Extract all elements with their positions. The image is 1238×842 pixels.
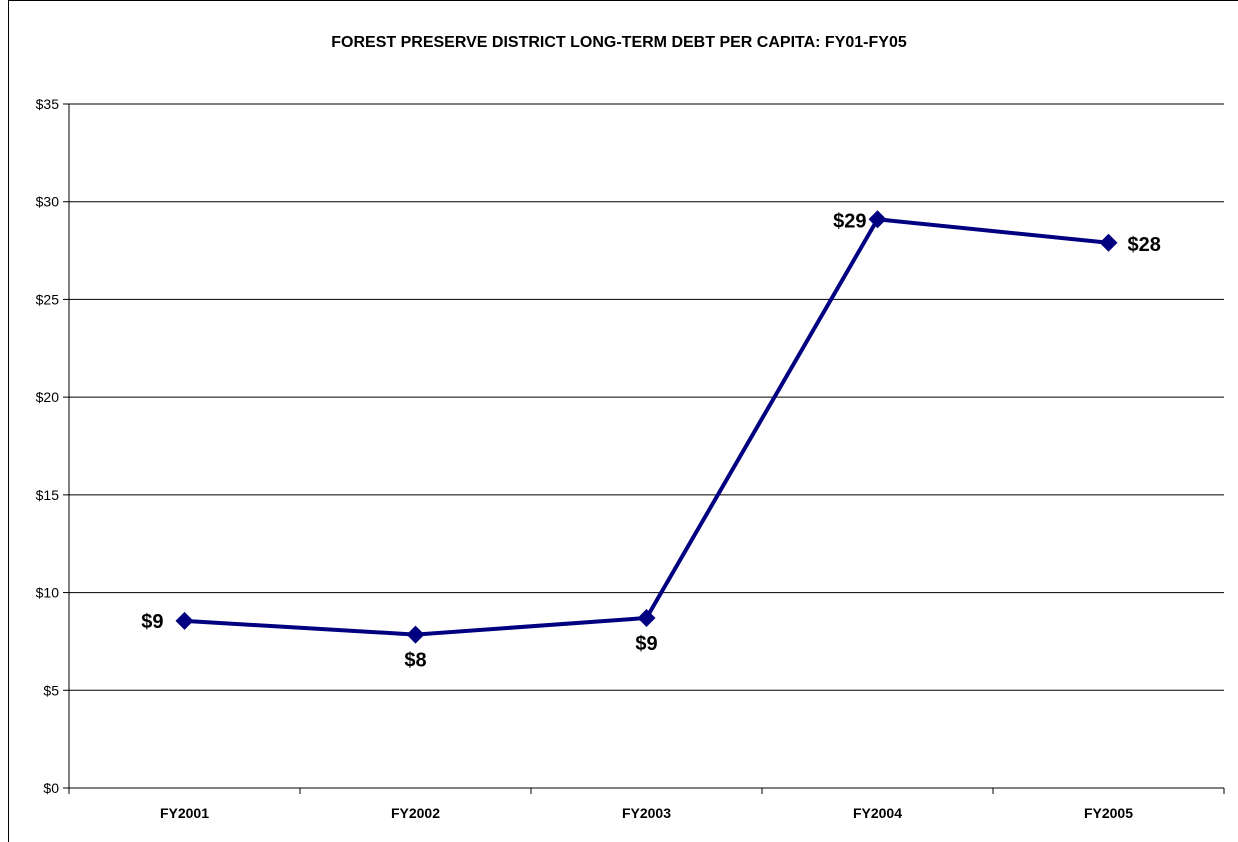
axes: $0 $5 $10 $15 $20 $25 $30 $35 FY2001 FY2002 FY2003… bbox=[36, 96, 1225, 821]
y-tick-label: $35 bbox=[36, 96, 60, 112]
x-tick-label: FY2003 bbox=[622, 805, 671, 821]
y-tick-label: $30 bbox=[36, 194, 60, 210]
y-tick-label: $5 bbox=[43, 682, 59, 698]
y-tick-label: $0 bbox=[43, 780, 59, 796]
y-tick-label: $20 bbox=[36, 389, 60, 405]
data-point-marker bbox=[637, 608, 656, 627]
x-tick-label: FY2002 bbox=[391, 805, 440, 821]
data-label: $9 bbox=[635, 633, 657, 655]
data-label: $28 bbox=[1128, 234, 1161, 256]
gridlines bbox=[69, 103, 1224, 691]
x-tick-label: FY2004 bbox=[853, 805, 902, 821]
data-label: $9 bbox=[141, 611, 163, 633]
x-tick-label: FY2001 bbox=[160, 805, 209, 821]
data-label: $29 bbox=[833, 210, 866, 232]
data-point-marker bbox=[406, 625, 425, 644]
y-tick-label: $15 bbox=[36, 487, 60, 503]
data-labels: $9 $8 $9 $29 $28 bbox=[141, 210, 1161, 671]
chart-frame bbox=[8, 0, 1238, 842]
series bbox=[175, 210, 1118, 644]
data-point-marker bbox=[175, 611, 194, 630]
series-line bbox=[184, 217, 1109, 637]
data-point-marker bbox=[1099, 233, 1118, 252]
y-tick-label: $10 bbox=[36, 585, 60, 601]
data-label: $8 bbox=[404, 650, 426, 672]
data-point-marker bbox=[868, 210, 887, 229]
y-tick-label: $25 bbox=[36, 291, 60, 307]
chart-title: FOREST PRESERVE DISTRICT LONG-TERM DEBT … bbox=[331, 34, 907, 51]
x-tick-label: FY2005 bbox=[1084, 805, 1133, 821]
